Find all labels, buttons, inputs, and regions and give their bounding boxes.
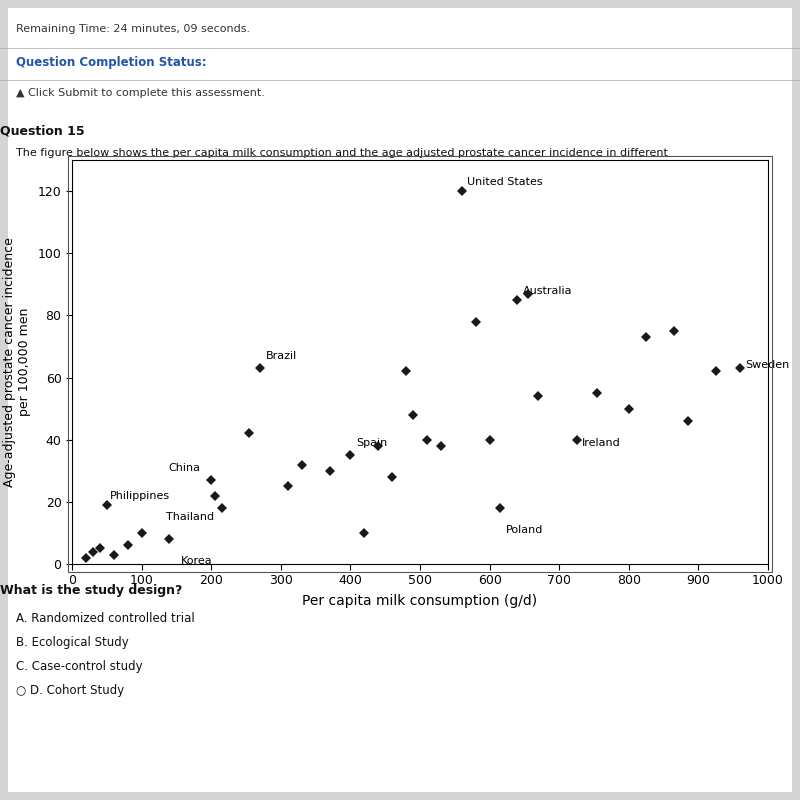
Text: Australia: Australia [523, 286, 573, 296]
Text: China: China [168, 462, 200, 473]
Y-axis label: Age-adjusted prostate cancer incidence
per 100,000 men: Age-adjusted prostate cancer incidence p… [2, 237, 30, 487]
Text: What is the study design?: What is the study design? [0, 584, 182, 597]
Text: Remaining Time: 24 minutes, 09 seconds.: Remaining Time: 24 minutes, 09 seconds. [16, 24, 250, 34]
Text: ○ D. Cohort Study: ○ D. Cohort Study [16, 684, 124, 697]
Text: C. Case-control study: C. Case-control study [16, 660, 142, 673]
Text: Poland: Poland [506, 525, 543, 535]
Text: The figure below shows the per capita milk consumption and the age adjusted pros: The figure below shows the per capita mi… [16, 148, 668, 158]
Text: Sweden: Sweden [746, 360, 790, 370]
X-axis label: Per capita milk consumption (g/d): Per capita milk consumption (g/d) [302, 594, 538, 608]
Text: Philippines: Philippines [110, 490, 170, 501]
Text: Ireland: Ireland [582, 438, 621, 448]
Text: ▲ Click Submit to complete this assessment.: ▲ Click Submit to complete this assessme… [16, 88, 265, 98]
Text: Question Completion Status:: Question Completion Status: [16, 56, 206, 69]
Text: Spain: Spain [356, 438, 387, 448]
Text: A. Randomized controlled trial: A. Randomized controlled trial [16, 612, 194, 625]
Text: Korea: Korea [182, 556, 213, 566]
Text: Question 15: Question 15 [0, 124, 85, 137]
Text: United States: United States [467, 177, 543, 187]
Text: Brazil: Brazil [266, 351, 297, 361]
Text: B. Ecological Study: B. Ecological Study [16, 636, 129, 649]
Text: Thailand: Thailand [166, 513, 214, 522]
